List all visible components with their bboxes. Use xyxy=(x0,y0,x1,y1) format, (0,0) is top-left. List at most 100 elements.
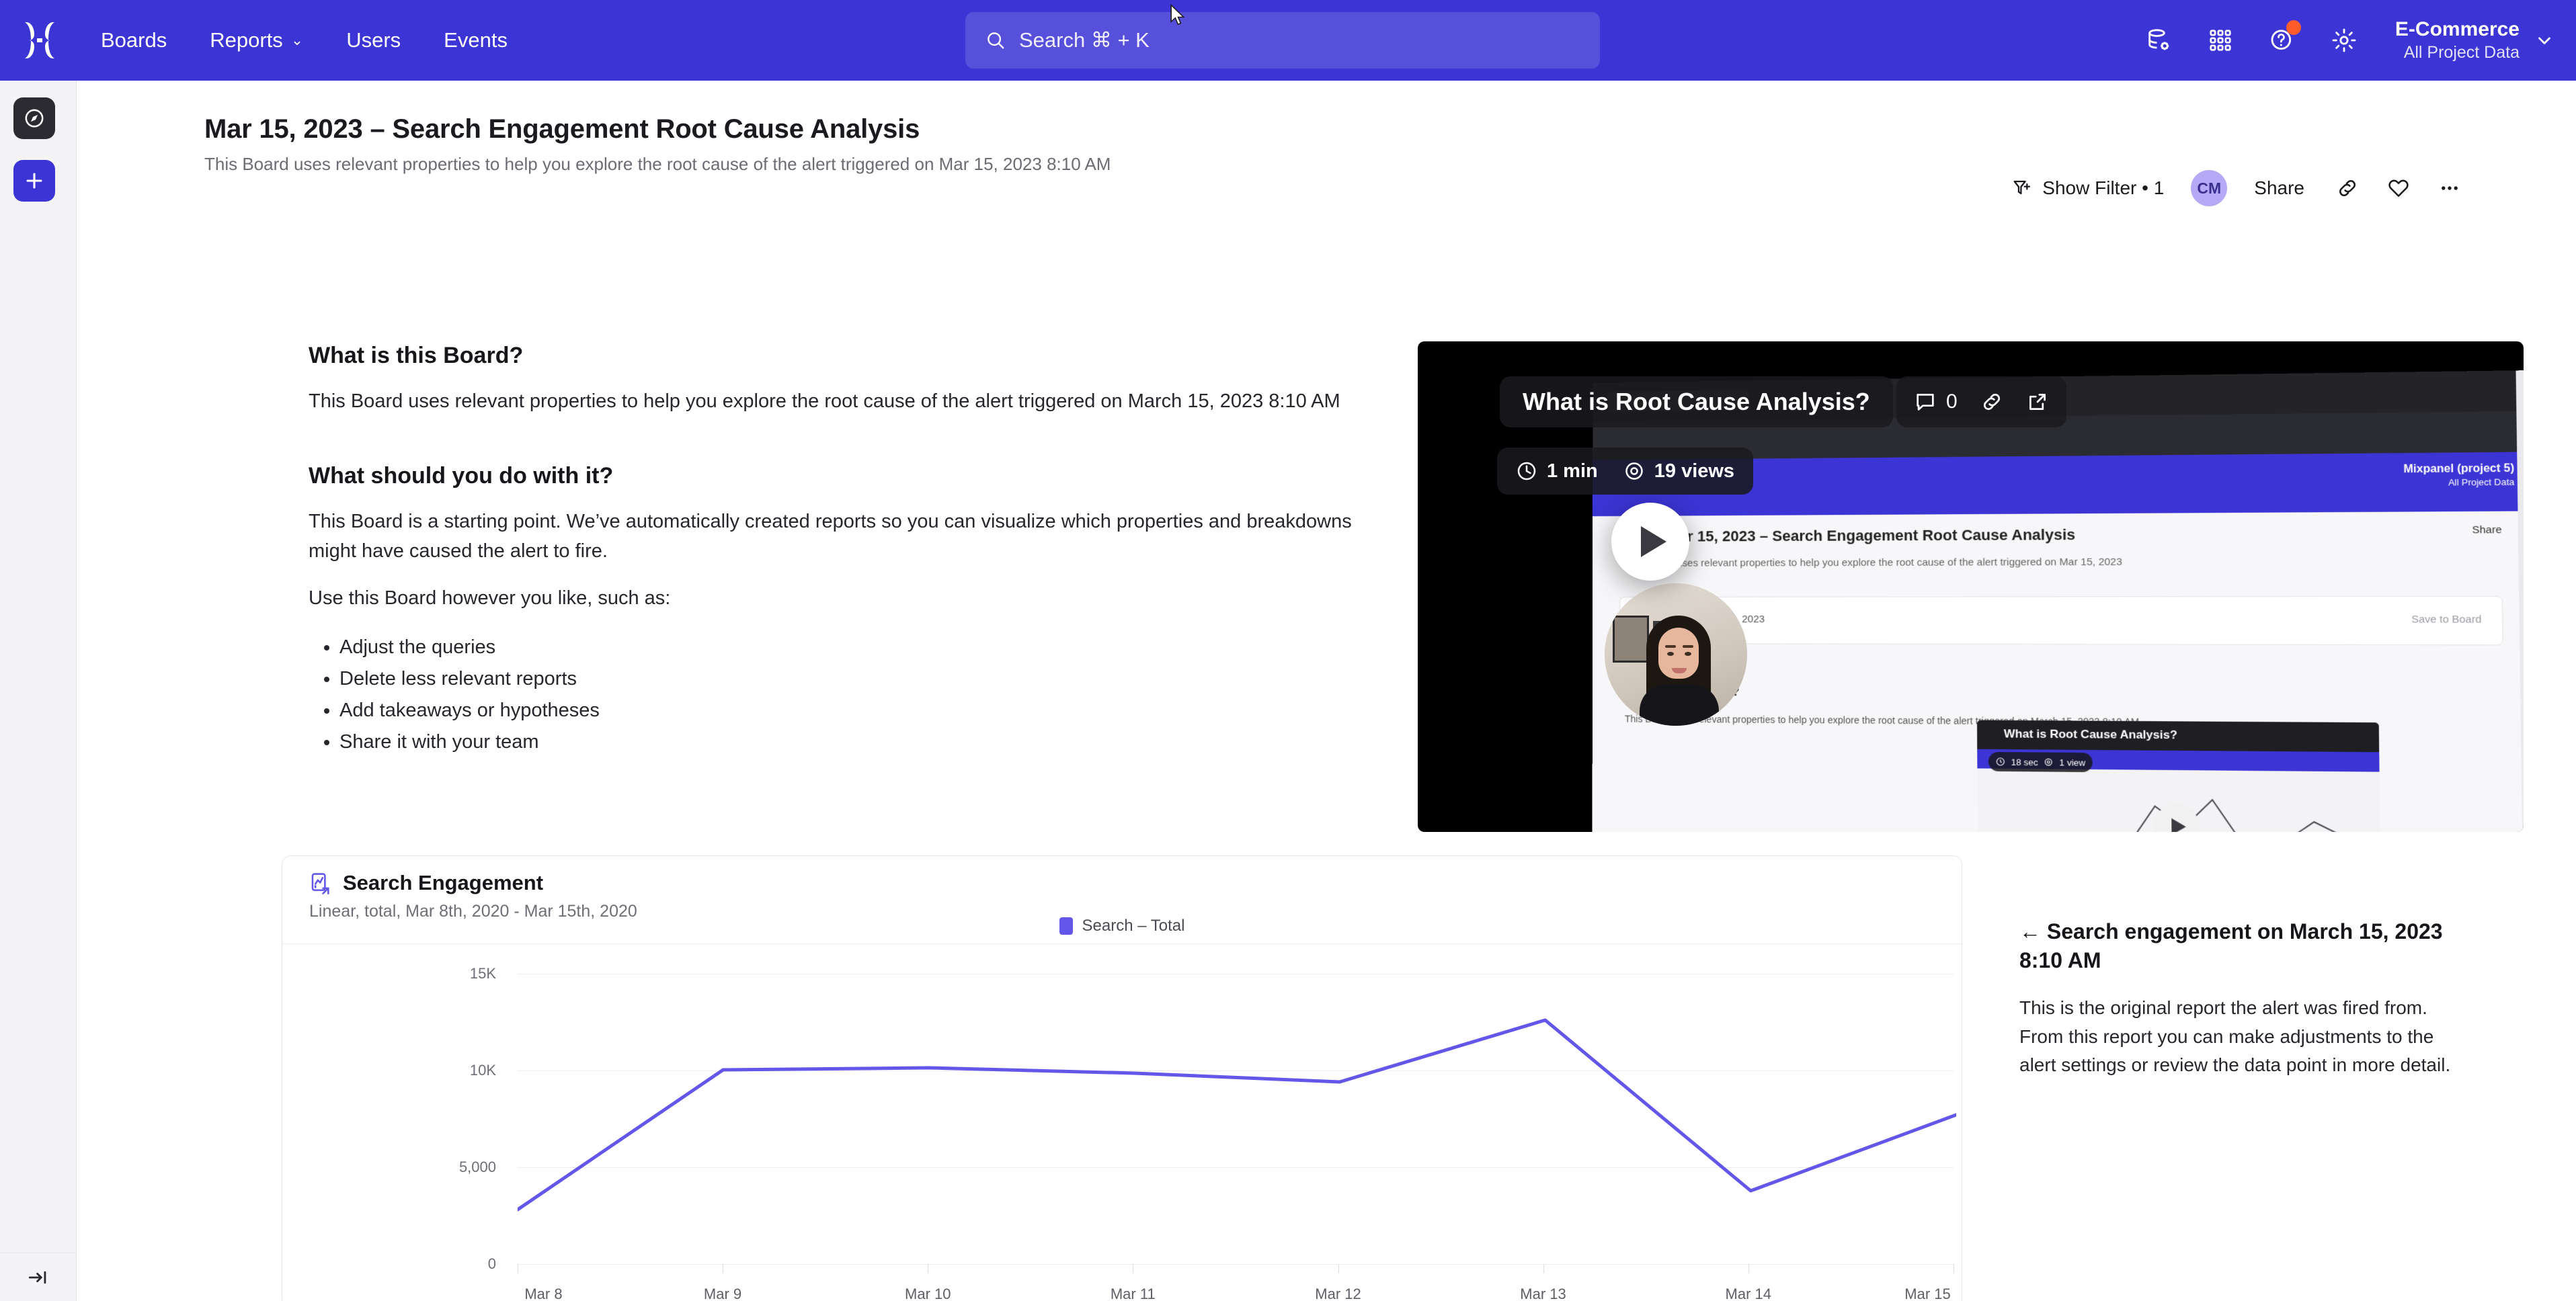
video-title: What is Root Cause Analysis? xyxy=(1523,388,1870,415)
discover-button[interactable] xyxy=(13,97,55,139)
comment-icon xyxy=(1917,394,1934,411)
copy-link-button[interactable] xyxy=(2322,169,2373,207)
x-tick-label: Mar 8 xyxy=(524,1286,563,1301)
show-filter-label: Show Filter • 1 xyxy=(2042,177,2165,198)
note-title: ← Search engagement on March 15, 2023 8:… xyxy=(2019,919,2443,973)
video-duration: 1 min xyxy=(1516,460,1598,482)
chart-plot-area: 15K 10K 5,000 0 Mar 8 Mar 9 xyxy=(309,954,1962,1301)
clock-icon xyxy=(1517,462,1536,480)
video-comment-count: 0 xyxy=(1946,390,1958,413)
expand-sidebar-button[interactable] xyxy=(0,1253,77,1301)
inner-save-label: Save to Board xyxy=(2411,614,2482,626)
link-icon xyxy=(1983,393,2000,411)
video-stats-overlay: 1 min 19 views xyxy=(1497,448,1754,495)
project-subtitle: All Project Data xyxy=(2403,43,2520,62)
help-icon[interactable] xyxy=(2251,0,2313,81)
nav-item-events[interactable]: Events xyxy=(422,28,529,52)
gear-icon[interactable] xyxy=(2313,0,2375,81)
legend-swatch xyxy=(1059,917,1073,935)
project-selector[interactable]: E-Commerce All Project Data xyxy=(2375,17,2554,62)
report-title: Search Engagement xyxy=(343,871,544,894)
search-placeholder: Search ⌘ + K xyxy=(1019,28,1150,52)
inner-project-sub: All Project Data xyxy=(2448,476,2515,488)
more-options-button[interactable] xyxy=(2424,169,2475,207)
note-body: This is the original report the alert wa… xyxy=(2019,997,2451,1076)
search-input[interactable]: Search ⌘ + K xyxy=(965,12,1600,69)
usage-bullet-list: Adjust the queries Delete less relevant … xyxy=(309,632,1357,758)
share-label: Share xyxy=(2254,177,2304,198)
mouse-cursor xyxy=(1170,4,1185,26)
inner-mini-stats: 18 sec 1 view xyxy=(1988,751,2093,773)
x-tick-label: Mar 9 xyxy=(703,1286,742,1301)
nav-item-users[interactable]: Users xyxy=(325,28,422,52)
nav-label: Reports xyxy=(210,28,283,52)
share-button[interactable]: Share xyxy=(2237,177,2322,199)
play-button[interactable] xyxy=(1611,503,1689,581)
inner-board-sub: This Board uses relevant properties to h… xyxy=(1625,556,2122,569)
legend-label: Search – Total xyxy=(1082,917,1185,935)
inner-mini-views: 1 view xyxy=(2059,757,2086,768)
page-title: Mar 15, 2023 – Search Engagement Root Ca… xyxy=(204,114,920,144)
top-navigation-bar: Boards Reports ⌄ Users Events Search ⌘ +… xyxy=(0,0,2576,81)
global-search[interactable]: Search ⌘ + K xyxy=(965,12,1600,69)
notification-badge xyxy=(2286,20,2301,35)
link-icon xyxy=(2339,180,2356,196)
open-external-icon xyxy=(2029,394,2046,410)
list-item: Adjust the queries xyxy=(339,632,1357,663)
y-tick-label: 0 xyxy=(487,1255,496,1272)
app-logo[interactable] xyxy=(0,21,79,60)
video-open-external-button[interactable] xyxy=(2026,390,2049,413)
y-tick-label: 5,000 xyxy=(458,1159,496,1175)
video-comments-button[interactable]: 0 xyxy=(1914,390,1958,413)
list-item: Share it with your team xyxy=(339,726,1357,758)
nav-item-reports[interactable]: Reports ⌄ xyxy=(188,28,325,52)
section-body-1: This Board uses relevant properties to h… xyxy=(309,390,1340,412)
line-chart-report-icon xyxy=(311,873,329,894)
inner-share-label: Share xyxy=(2472,523,2502,536)
apps-grid-icon[interactable] xyxy=(2189,0,2251,81)
ellipsis-icon xyxy=(2442,186,2458,190)
avatar[interactable]: CM xyxy=(2191,170,2228,206)
favorite-button[interactable] xyxy=(2373,169,2424,207)
chevron-down-icon: ⌄ xyxy=(290,32,304,48)
filter-add-icon xyxy=(2013,180,2031,195)
report-card-search-engagement[interactable]: Search Engagement Linear, total, Mar 8th… xyxy=(282,855,1962,1301)
play-icon xyxy=(1641,526,1666,557)
video-card[interactable]: Mixpanel (project 5) All Project Data Ma… xyxy=(1418,341,2524,832)
inner-board-title: Mar 15, 2023 – Search Engagement Root Ca… xyxy=(1666,526,2076,545)
chart-line-series xyxy=(518,954,1956,1269)
page-subtitle: This Board uses relevant properties to h… xyxy=(204,154,1111,174)
list-item: Add takeaways or hypotheses xyxy=(339,695,1357,726)
inner-mini-duration: 18 sec xyxy=(2011,756,2038,767)
section-heading-2: What should you do with it? xyxy=(309,463,614,489)
gridline xyxy=(518,1264,1954,1265)
avatar-initials: CM xyxy=(2197,179,2222,197)
plus-icon xyxy=(26,173,42,189)
inner-project-name: Mixpanel (project 5) xyxy=(2403,462,2515,476)
clock-icon xyxy=(1995,757,2005,767)
project-name: E-Commerce xyxy=(2394,18,2520,41)
x-tick-label: Mar 15 xyxy=(1904,1286,1951,1301)
nav-item-boards[interactable]: Boards xyxy=(79,28,188,52)
section-heading-1: What is this Board? xyxy=(309,343,524,368)
heart-icon xyxy=(2388,179,2409,197)
y-tick-label: 10K xyxy=(469,1062,496,1079)
x-tick-label: Mar 12 xyxy=(1315,1286,1361,1301)
data-management-icon[interactable] xyxy=(2128,0,2189,81)
section-body-2a: This Board is a starting point. We’ve au… xyxy=(309,511,1352,562)
report-card-header: Search Engagement Linear, total, Mar 8th… xyxy=(309,871,637,921)
y-tick-label: 15K xyxy=(469,965,496,982)
video-views-label: 19 views xyxy=(1654,460,1735,482)
x-tick-label: Mar 11 xyxy=(1110,1286,1156,1301)
left-rail xyxy=(0,81,77,1301)
top-right-actions: E-Commerce All Project Data xyxy=(2128,0,2576,81)
video-actions-overlay: 0 xyxy=(1896,376,2066,427)
show-filter-button[interactable]: Show Filter • 1 xyxy=(1994,177,2181,199)
eye-icon xyxy=(1625,462,1643,480)
video-copy-link-button[interactable] xyxy=(1980,390,2003,413)
search-icon xyxy=(988,32,1004,49)
create-new-button[interactable] xyxy=(13,160,55,202)
report-subtitle: Linear, total, Mar 8th, 2020 - Mar 15th,… xyxy=(309,902,637,921)
x-axis-ticks: Mar 8 Mar 9 Mar 10 Mar 11 Mar 12 Mar 13 … xyxy=(518,954,1954,1301)
inner-mini-title: What is Root Cause Analysis? xyxy=(2003,727,2177,742)
